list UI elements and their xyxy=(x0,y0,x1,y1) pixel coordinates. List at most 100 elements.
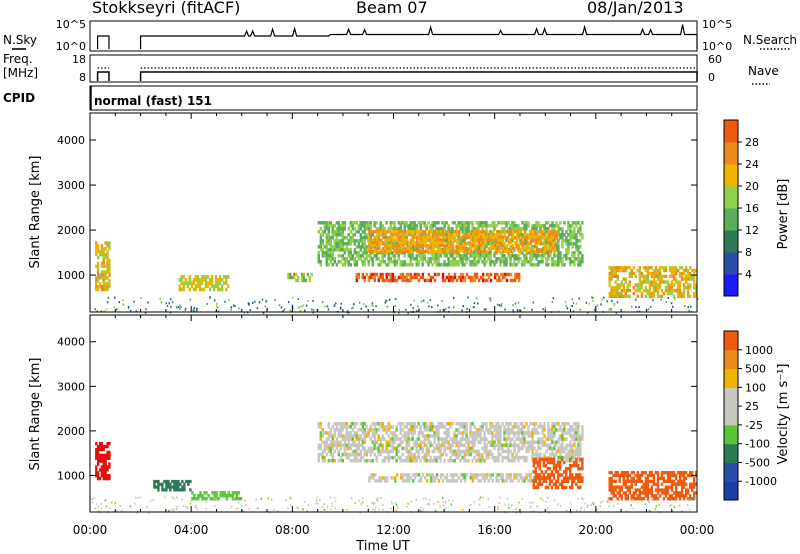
velocity-echo-cell xyxy=(632,491,635,495)
power-echo-cell xyxy=(571,224,574,228)
power-echo-cell xyxy=(102,285,105,289)
power-echo-cell xyxy=(520,235,523,239)
power-echo-cell xyxy=(496,241,499,245)
velocity-echo-cell xyxy=(203,497,206,501)
power-echo-cell xyxy=(654,289,658,293)
power-echo-cell xyxy=(431,254,434,258)
velocity-echo-cell xyxy=(664,479,668,483)
power-echo-cell xyxy=(622,266,625,270)
velocity-echo-cell xyxy=(102,468,105,472)
power-echo-cell xyxy=(581,254,584,258)
velocity-echo-cell xyxy=(515,476,518,480)
velocity-echo-cell xyxy=(471,473,474,477)
power-echo-cell xyxy=(450,241,453,245)
velocity-echo-cell xyxy=(463,452,466,457)
power-echo-cell xyxy=(489,257,492,261)
velocity-echo-cell xyxy=(546,473,550,477)
velocity-echo-cell xyxy=(197,497,200,501)
power-echo-cell xyxy=(200,287,204,292)
power-echo-cell xyxy=(541,246,545,251)
velocity-echo-cell xyxy=(317,452,320,457)
power-echo-cell xyxy=(539,224,542,228)
power-echo-cell xyxy=(525,235,529,239)
power-echo-cell xyxy=(97,285,100,289)
power-echo-cell xyxy=(674,268,678,273)
power-echo-cell xyxy=(682,291,686,296)
power-echo-cell xyxy=(695,289,698,293)
power-echo-cell xyxy=(108,264,111,268)
velocity-echo-cell xyxy=(97,456,100,460)
velocity-echo-cell xyxy=(393,437,396,441)
power-echo-cell xyxy=(325,227,328,231)
power-echo-cell xyxy=(329,260,332,264)
power-echo-cell xyxy=(658,280,662,284)
velocity-echo-cell xyxy=(525,446,528,451)
power-echo-cell xyxy=(388,249,391,253)
velocity-speckle xyxy=(164,496,166,499)
velocity-speckle xyxy=(673,506,676,509)
velocity-echo-cell xyxy=(387,459,390,463)
velocity-echo-cell xyxy=(527,431,530,435)
power-echo-cell xyxy=(676,268,680,273)
velocity-echo-cell xyxy=(337,440,340,444)
power-echo-cell xyxy=(689,266,692,270)
velocity-echo-cell xyxy=(473,437,476,441)
velocity-echo-cell xyxy=(534,479,537,483)
power-echo-cell xyxy=(514,241,517,245)
velocity-echo-cell xyxy=(507,425,510,429)
power-echo-cell xyxy=(102,273,105,277)
power-echo-cell xyxy=(565,236,568,240)
power-echo-cell xyxy=(376,230,379,234)
power-echo-cell xyxy=(416,249,419,253)
power-echo-cell xyxy=(488,246,491,251)
power-colorbar-tick-label: 24 xyxy=(745,158,759,171)
power-echo-cell xyxy=(329,224,332,228)
velocity-echo-cell xyxy=(515,431,518,435)
velocity-echo-cell xyxy=(97,459,100,463)
power-echo-cell xyxy=(433,278,437,283)
power-echo-cell xyxy=(367,224,370,228)
velocity-echo-cell xyxy=(533,422,536,426)
power-echo-cell xyxy=(407,272,411,277)
power-echo-cell xyxy=(670,271,674,276)
velocity-echo-cell xyxy=(523,425,526,429)
power-echo-cell xyxy=(624,277,627,281)
velocity-echo-cell xyxy=(371,434,374,438)
velocity-echo-cell xyxy=(608,485,611,489)
power-speckle xyxy=(690,305,692,308)
power-echo-cell xyxy=(337,245,340,249)
power-echo-cell xyxy=(524,235,527,239)
power-echo-cell xyxy=(180,275,183,279)
power-echo-cell xyxy=(489,242,492,246)
velocity-speckle xyxy=(316,496,318,499)
power-echo-cell xyxy=(465,224,468,228)
velocity-echo-cell xyxy=(415,473,419,477)
velocity-echo-cell xyxy=(664,494,668,498)
power-echo-cell xyxy=(368,230,371,234)
power-echo-cell xyxy=(455,260,458,264)
power-speckle xyxy=(571,298,574,301)
power-colorbar-swatch xyxy=(724,274,738,297)
velocity-echo-cell xyxy=(433,449,436,454)
power-echo-cell xyxy=(377,278,380,283)
power-echo-cell xyxy=(529,263,532,267)
power-echo-cell xyxy=(339,230,342,234)
velocity-echo-cell xyxy=(650,488,654,492)
velocity-echo-cell xyxy=(537,446,540,451)
velocity-echo-cell xyxy=(479,479,482,483)
velocity-echo-cell xyxy=(108,453,111,457)
velocity-echo-cell xyxy=(529,476,532,480)
velocity-echo-cell xyxy=(569,446,572,451)
velocity-echo-cell xyxy=(666,485,670,489)
power-echo-cell xyxy=(511,239,514,243)
velocity-echo-cell xyxy=(517,479,520,483)
velocity-echo-cell xyxy=(153,482,156,486)
velocity-echo-cell xyxy=(674,494,678,498)
power-echo-cell xyxy=(684,268,688,273)
power-echo-cell xyxy=(430,246,433,251)
velocity-speckle xyxy=(329,496,332,499)
velocity-echo-cell xyxy=(672,482,676,486)
velocity-echo-cell xyxy=(414,473,417,477)
power-echo-cell xyxy=(424,232,427,237)
power-echo-cell xyxy=(515,224,518,228)
